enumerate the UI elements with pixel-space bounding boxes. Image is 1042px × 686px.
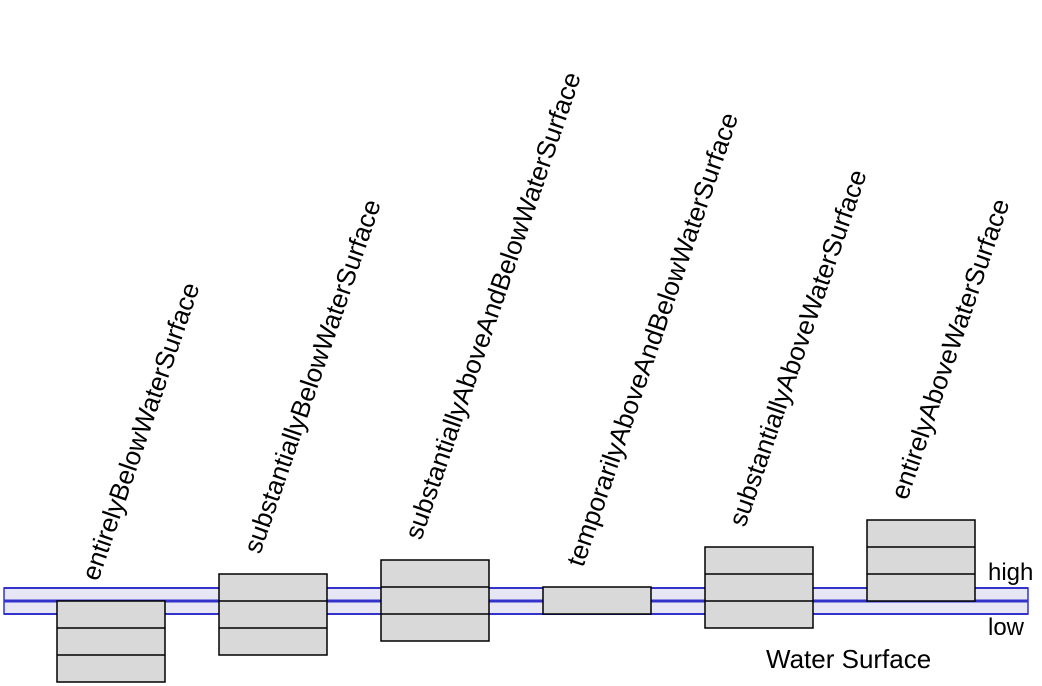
low-label: low [988, 614, 1025, 641]
category-entirely-below: entirelyBelowWaterSurface [56, 279, 205, 683]
block-temporarily-above-and-below [542, 586, 652, 615]
category-substantially-above-and-below: substantiallyAboveAndBelowWaterSurface [380, 68, 587, 642]
category-substantially-above: substantiallyAboveWaterSurface [704, 166, 873, 629]
category-label: entirelyAboveWaterSurface [884, 195, 1015, 503]
high-label: high [988, 559, 1033, 586]
block-substantially-above [704, 546, 814, 629]
category-temporarily-above-and-below: temporarilyAboveAndBelowWaterSurface [542, 109, 744, 615]
water-surface-band [3, 587, 1029, 615]
category-entirely-above: entirelyAboveWaterSurface [866, 195, 1015, 602]
category-label: substantiallyBelowWaterSurface [237, 196, 386, 557]
category-substantially-below: substantiallyBelowWaterSurface [218, 196, 387, 656]
block-entirely-above [866, 519, 976, 602]
block-substantially-above-and-below [380, 559, 490, 642]
block-entirely-below [56, 600, 166, 683]
category-label: substantiallyAboveAndBelowWaterSurface [398, 68, 586, 543]
category-label: substantiallyAboveWaterSurface [722, 166, 872, 530]
block-substantially-below [218, 573, 328, 656]
category-label: temporarilyAboveAndBelowWaterSurface [560, 109, 744, 570]
category-label: entirelyBelowWaterSurface [75, 279, 205, 584]
water-surface-title: Water Surface [766, 644, 931, 674]
